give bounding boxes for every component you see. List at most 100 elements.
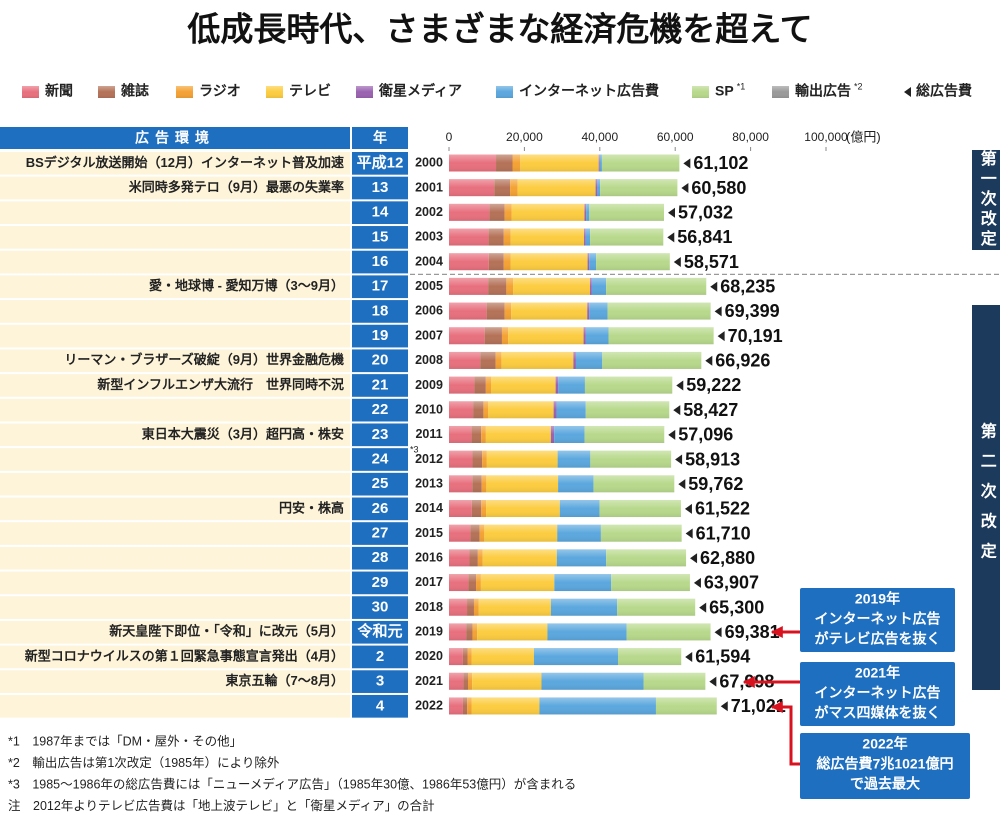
event-cell [0,176,350,200]
header-bg [352,127,408,149]
total-label: 69,399 [725,301,780,321]
era-year: 17 [372,278,389,295]
bar-shine [449,401,670,419]
total-label: 63,907 [704,573,759,593]
total-label: 61,102 [693,153,748,173]
annotation-text: で過去最大 [850,776,920,792]
year-label: 2001 [415,180,443,194]
era-cell [352,596,408,619]
era-cell [352,324,408,348]
event-label: 新型コロナウイルスの第１回緊急事態宣言発出（4月） [25,648,344,663]
legend-label: ラジオ [199,83,241,99]
era-year: 平成12 [357,153,404,171]
total-label: 62,880 [700,548,755,568]
x-tick-label: 40,000 [581,130,618,144]
total-label: 66,926 [715,351,770,371]
era-year: 4 [376,697,385,714]
year-label: 2003 [415,230,443,244]
legend-label: 衛星メディア [378,83,462,99]
era-cell [352,472,408,496]
revision-box [972,150,1000,250]
total-marker [676,380,684,391]
total-label: 68,235 [720,276,775,296]
era-cell [352,645,408,669]
era-cell [352,571,408,595]
legend-label: 輸出広告 [795,83,851,99]
event-cell [0,349,350,373]
footnote: *2 輸出広告は第1次改定（1985年）により除外 [8,755,280,770]
bar-shine [449,253,670,271]
bar-shine [449,475,675,493]
total-label: 69,381 [725,622,780,642]
year-label: 2004 [415,254,443,268]
year-label: 2007 [415,328,443,342]
year-label: 2013 [415,476,443,490]
total-marker [714,627,722,638]
total-marker [673,257,681,268]
event-cell [0,546,350,570]
era-cell [352,226,408,249]
year-label: 2018 [415,600,443,614]
legend-label: インターネット広告費 [519,83,659,99]
era-cell [352,300,408,323]
event-label: 新天皇陛下即位・「令和」に改元（5月） [109,624,344,639]
era-year: 23 [372,426,389,443]
event-cell [0,201,350,225]
event-cell [0,522,350,545]
total-label: 65,300 [709,597,764,617]
era-cell [352,398,408,422]
era-cell [352,546,408,570]
x-tick-label: 80,000 [732,130,769,144]
total-marker [705,355,713,366]
bar-shine [449,302,711,320]
total-marker [693,577,701,588]
era-cell [352,670,408,693]
annotation-text: 2021年 [855,665,900,681]
annotation-text: 2019年 [855,591,900,607]
era-year: 21 [372,376,389,393]
x-tick-label: 20,000 [506,130,543,144]
era-year: 24 [372,450,389,467]
event-cell [0,694,350,718]
bar-shine [449,623,711,641]
total-marker [668,429,676,440]
bar-shine [449,672,706,690]
revision-label: 第二次改定 [978,422,998,573]
event-cell [0,497,350,521]
total-marker [675,454,683,465]
event-label: リーマン・ブラザーズ破綻（9月）世界金融危機 [64,352,344,367]
annotation-box [800,662,955,726]
header-bg [0,127,350,149]
event-cell [0,374,350,397]
year-note: *3 [410,445,419,455]
era-cell [352,448,408,471]
era-year: 16 [372,253,389,270]
era-cell [352,694,408,718]
total-marker [720,701,728,712]
era-year: 13 [372,179,389,196]
bar-shine [449,524,682,542]
bar-shine [449,179,678,197]
legend-shine [692,86,709,98]
footnote: *1 1987年までは「DM・屋外・その他」 [8,734,242,748]
total-label: 58,913 [685,449,740,469]
total-marker [668,207,676,218]
year-label: 2010 [415,402,443,416]
bar-shine [449,697,717,715]
bar-shine [449,450,672,468]
era-year: 19 [372,327,389,344]
revision-label: 第一次改定 [978,149,998,250]
bar-shine [449,598,696,616]
era-cell [352,275,408,299]
bar-shine [449,277,707,295]
era-cell [352,250,408,274]
header-year: 年 [373,130,387,146]
year-label: 2009 [415,378,443,392]
year-label: 2002 [415,205,443,219]
total-marker [710,281,718,292]
year-label: 2019 [415,625,443,639]
era-cell [352,349,408,373]
annotation-box [800,588,955,652]
total-marker [681,183,689,194]
legend-label: テレビ [289,83,331,99]
